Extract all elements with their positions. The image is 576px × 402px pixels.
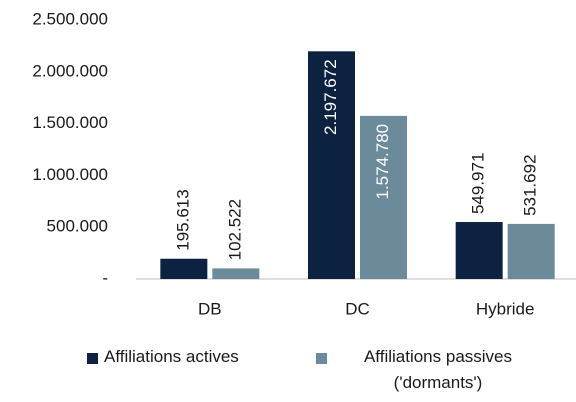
data-label: 1.574.780 bbox=[373, 124, 392, 200]
legend-item: Affiliations actives bbox=[87, 347, 239, 370]
bar bbox=[160, 258, 208, 279]
legend-swatch bbox=[316, 353, 327, 364]
legend-label: Affiliations actives bbox=[104, 347, 239, 366]
y-tick-label: 2.000.000 bbox=[32, 61, 108, 80]
bar bbox=[455, 222, 503, 279]
bar bbox=[507, 223, 555, 279]
bar bbox=[360, 115, 407, 280]
data-label: 549.971 bbox=[469, 153, 488, 214]
y-tick-label: 1.500.000 bbox=[32, 113, 108, 132]
data-label: 195.613 bbox=[173, 189, 192, 250]
legend: Affiliations actives Affiliations passive… bbox=[0, 347, 576, 402]
x-tick-label: DC bbox=[345, 299, 370, 318]
y-tick-label: 1.000.000 bbox=[32, 165, 108, 184]
legend-item: Affiliations passives ('dormants') bbox=[316, 347, 543, 396]
x-tick-label: DB bbox=[198, 299, 222, 318]
y-tick-label: 500.000 bbox=[47, 217, 108, 236]
x-tick-label: Hybride bbox=[476, 299, 535, 318]
data-label: 531.692 bbox=[521, 154, 540, 215]
bar bbox=[212, 268, 260, 279]
plot: - 500.000 1.000.000 1.500.000 2.000.000 2.500… bbox=[32, 9, 576, 318]
bar bbox=[308, 51, 355, 279]
y-tick-label: - bbox=[102, 268, 108, 287]
legend-label: Affiliations passives ('dormants') bbox=[363, 347, 513, 392]
data-label: 102.522 bbox=[225, 199, 244, 260]
y-tick-label: 2.500.000 bbox=[32, 9, 108, 28]
legend-swatch bbox=[87, 353, 98, 364]
data-label: 2.197.672 bbox=[321, 59, 340, 135]
